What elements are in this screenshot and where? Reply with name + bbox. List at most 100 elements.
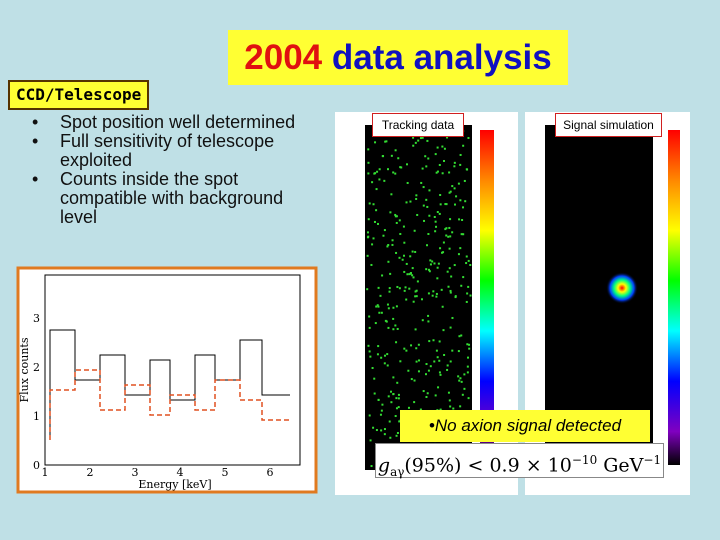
event-dot <box>468 343 471 346</box>
event-dot <box>419 137 422 140</box>
event-dot <box>383 433 386 436</box>
event-dot <box>449 360 452 363</box>
event-dot <box>399 232 402 235</box>
formula: gaγ(95%) < 0.9 × 10−10 GeV−1 <box>375 443 664 479</box>
event-dot <box>438 371 441 374</box>
event-dot <box>383 362 386 365</box>
event-dot <box>465 300 468 303</box>
event-dot <box>429 263 432 266</box>
event-dot <box>428 270 431 273</box>
event-dot <box>385 140 388 143</box>
bullet: Spot position well determined <box>30 113 320 133</box>
event-dot <box>415 360 418 363</box>
event-dot <box>377 345 380 348</box>
event-dot <box>466 343 469 346</box>
event-dot <box>366 254 369 257</box>
event-dot <box>406 181 409 184</box>
event-dot <box>395 251 398 254</box>
event-dot <box>368 414 371 417</box>
event-dot <box>383 179 386 182</box>
event-dot <box>425 165 428 168</box>
event-dot <box>367 161 370 164</box>
event-dot <box>444 228 447 231</box>
event-dot <box>414 250 417 253</box>
event-dot <box>379 294 382 297</box>
event-dot <box>460 380 463 383</box>
event-dot <box>403 289 406 292</box>
event-dot <box>436 211 439 214</box>
event-dot <box>371 243 374 246</box>
event-dot <box>418 359 421 362</box>
event-dot <box>427 233 430 236</box>
event-dot <box>403 270 406 273</box>
event-dot <box>380 311 383 314</box>
event-dot <box>436 356 439 359</box>
event-dot <box>446 136 449 139</box>
event-dot <box>374 322 377 325</box>
event-dot <box>399 166 402 169</box>
event-dot <box>402 225 405 228</box>
event-dot <box>376 304 379 307</box>
event-dot <box>435 292 438 295</box>
event-dot <box>449 289 452 292</box>
event-dot <box>412 144 415 147</box>
event-dot <box>382 234 385 237</box>
event-dot <box>417 370 420 373</box>
event-dot <box>378 168 381 171</box>
event-dot <box>397 157 400 160</box>
event-dot <box>395 215 398 218</box>
event-dot <box>445 203 448 206</box>
event-dot <box>451 349 454 352</box>
event-dot <box>409 272 412 275</box>
event-dot <box>399 360 402 363</box>
event-dot <box>414 295 417 298</box>
event-dot <box>403 241 406 244</box>
event-dot <box>370 263 373 266</box>
event-dot <box>439 373 442 376</box>
event-dot <box>449 218 452 221</box>
event-dot <box>415 347 418 350</box>
event-dot <box>374 141 377 144</box>
event-dot <box>446 364 449 367</box>
event-dot <box>437 262 440 265</box>
event-dot <box>394 172 397 175</box>
event-dot <box>374 172 377 175</box>
event-dot <box>427 320 430 323</box>
event-dot <box>468 347 471 350</box>
event-dot <box>397 406 400 409</box>
event-dot <box>381 403 384 406</box>
event-dot <box>448 191 451 194</box>
event-dot <box>405 349 408 352</box>
event-dot <box>413 401 416 404</box>
event-dot <box>387 244 390 247</box>
event-dot <box>436 266 439 269</box>
event-dot <box>415 197 418 200</box>
event-dot <box>407 406 410 409</box>
event-dot <box>373 220 376 223</box>
event-dot <box>441 172 444 175</box>
event-dot <box>419 408 422 411</box>
simulation-label: Signal simulation <box>555 113 662 137</box>
event-dot <box>453 203 456 206</box>
event-dot <box>387 307 390 310</box>
event-dot <box>402 254 405 257</box>
event-dot <box>469 294 472 297</box>
event-dot <box>389 436 392 439</box>
bullet-list: Spot position well determined Full sensi… <box>30 113 320 227</box>
conclusion: •No axion signal detected <box>400 410 650 442</box>
event-dot <box>395 305 398 308</box>
event-dot <box>392 317 395 320</box>
event-dot <box>406 273 409 276</box>
event-dot <box>448 399 451 402</box>
event-dot <box>435 225 438 228</box>
event-dot <box>367 235 370 238</box>
event-dot <box>464 200 467 203</box>
event-dot <box>462 144 465 147</box>
histogram-line <box>49 329 290 440</box>
title: 2004 data analysis <box>228 30 568 85</box>
event-dot <box>427 292 430 295</box>
event-dot <box>437 386 440 389</box>
event-dot <box>453 187 456 190</box>
event-dot <box>392 171 395 174</box>
event-dot <box>411 274 414 277</box>
